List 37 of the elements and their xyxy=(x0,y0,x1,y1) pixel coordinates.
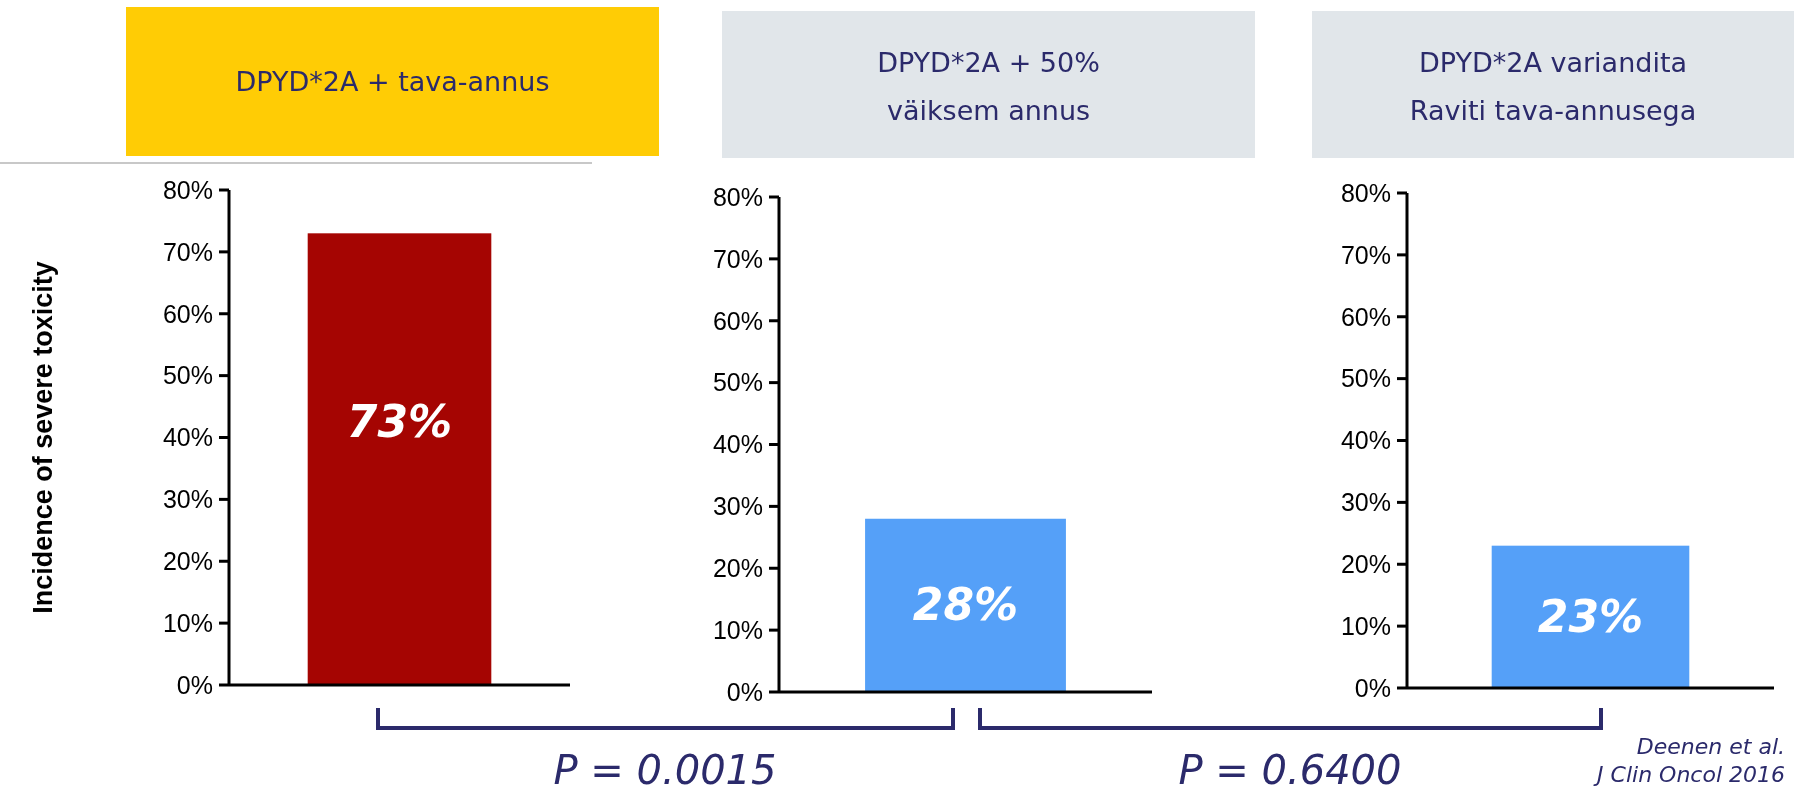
y-tick-label: 60% xyxy=(162,299,213,328)
y-tick-label: 0% xyxy=(1354,673,1391,702)
chart-title: DPYD*2A + 50% väiksem annus xyxy=(877,46,1100,126)
y-tick-label: 30% xyxy=(1340,488,1391,517)
y-tick-label: 30% xyxy=(712,492,763,521)
y-tick-label: 70% xyxy=(162,237,213,266)
y-tick-label: 40% xyxy=(1340,426,1391,455)
text: P = 0.6400 xyxy=(1178,747,1402,793)
y-tick-label: 10% xyxy=(162,608,213,637)
y-tick-label: 20% xyxy=(1340,550,1391,578)
y-tick-label: 60% xyxy=(1340,302,1391,331)
y-axis-title: Incidence of severe toxicity xyxy=(28,261,58,614)
y-tick-label: 40% xyxy=(162,423,213,452)
y-tick-label: 60% xyxy=(712,306,763,335)
y-tick-label: 10% xyxy=(712,615,763,644)
y-tick-label: 80% xyxy=(712,182,763,211)
text: Deenen et al. J Clin Oncol 2016 xyxy=(1593,734,1785,787)
chart-title: DPYD*2A + tava-annus xyxy=(235,65,550,97)
y-tick-label: 40% xyxy=(712,430,763,459)
data-label: 73% xyxy=(346,395,453,447)
y-tick-label: 50% xyxy=(712,368,763,397)
y-tick-label: 50% xyxy=(1340,364,1391,393)
data-label: 23% xyxy=(1537,590,1644,642)
y-tick-label: 80% xyxy=(1340,178,1391,207)
y-tick-label: 30% xyxy=(162,485,213,514)
text: P = 0.0015 xyxy=(553,747,777,793)
y-tick-label: 0% xyxy=(726,677,763,706)
chart-title: DPYD*2A variandita Raviti tava-annusega xyxy=(1409,46,1697,126)
y-tick-label: 70% xyxy=(1340,240,1391,269)
y-tick-label: 10% xyxy=(1340,611,1391,640)
y-tick-label: 80% xyxy=(162,175,213,204)
data-label: 28% xyxy=(912,579,1019,631)
y-tick-label: 70% xyxy=(712,244,763,273)
y-tick-label: 50% xyxy=(162,361,213,390)
y-tick-label: 20% xyxy=(162,547,213,575)
y-tick-label: 20% xyxy=(712,554,763,582)
y-tick-label: 0% xyxy=(176,670,213,699)
